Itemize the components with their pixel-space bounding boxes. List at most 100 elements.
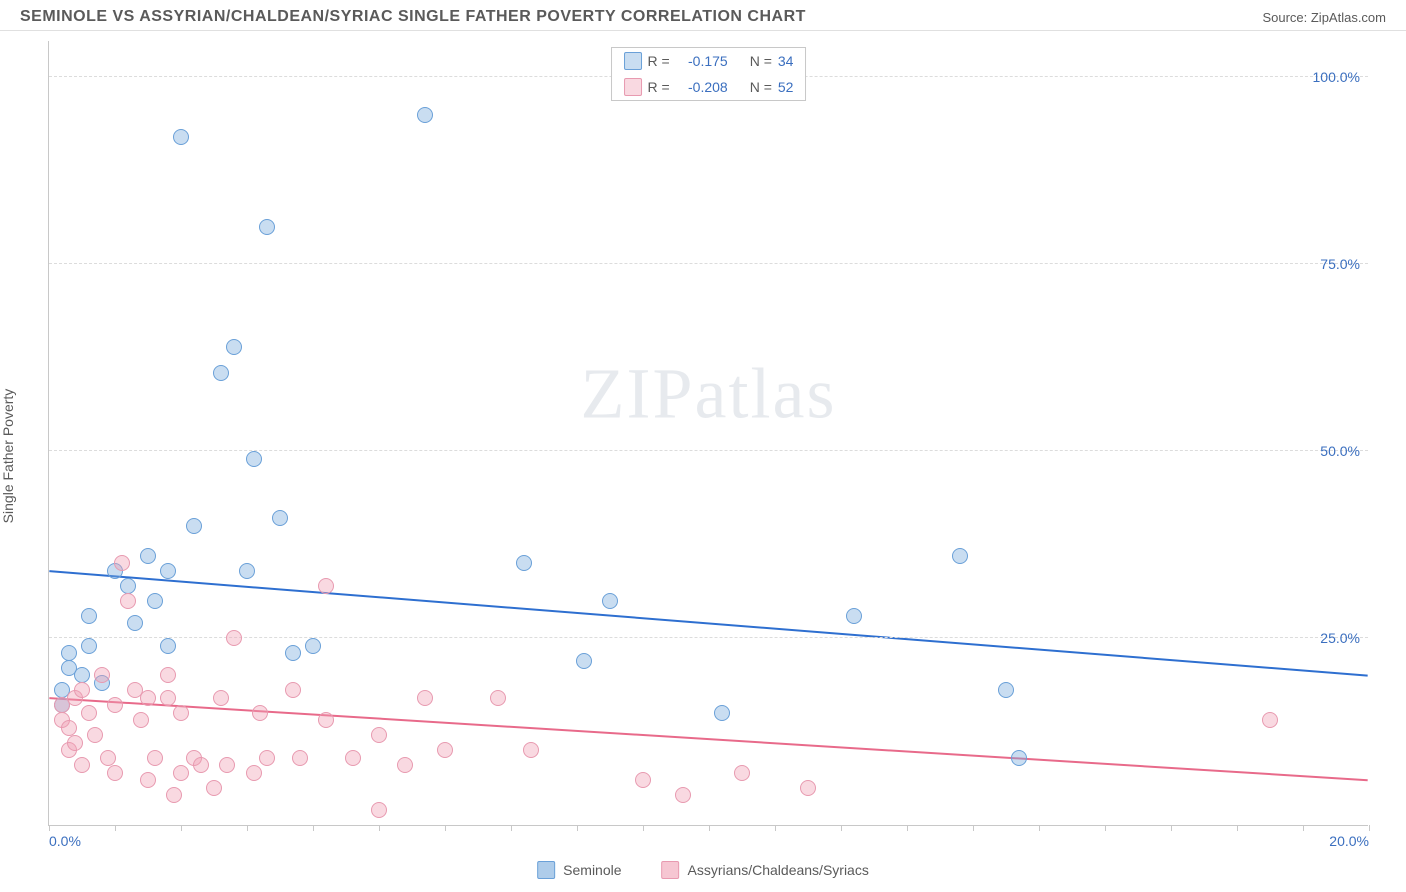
y-tick-label: 75.0% [1320, 256, 1360, 272]
x-tick [709, 825, 710, 831]
data-point-seminole [259, 219, 275, 235]
data-point-assyrian [800, 780, 816, 796]
legend-row-assyrian: R = -0.208 N = 52 [612, 74, 806, 100]
chart-container: Single Father Poverty ZIPatlas R = -0.17… [0, 31, 1406, 881]
data-point-seminole [160, 638, 176, 654]
data-point-seminole [127, 615, 143, 631]
data-point-assyrian [140, 690, 156, 706]
x-tick [1369, 825, 1370, 831]
data-point-seminole [74, 667, 90, 683]
legend-row-seminole: R = -0.175 N = 34 [612, 48, 806, 74]
data-point-assyrian [1262, 712, 1278, 728]
plot-area: ZIPatlas R = -0.175 N = 34 R = -0.208 N … [48, 41, 1368, 826]
data-point-assyrian [81, 705, 97, 721]
data-point-seminole [952, 548, 968, 564]
data-point-assyrian [345, 750, 361, 766]
data-point-assyrian [94, 667, 110, 683]
data-point-assyrian [61, 720, 77, 736]
data-point-assyrian [734, 765, 750, 781]
data-point-seminole [576, 653, 592, 669]
data-point-assyrian [107, 697, 123, 713]
gridline [49, 263, 1368, 264]
x-tick [313, 825, 314, 831]
x-tick [49, 825, 50, 831]
data-point-assyrian [219, 757, 235, 773]
swatch-seminole [624, 52, 642, 70]
x-tick [775, 825, 776, 831]
data-point-assyrian [107, 765, 123, 781]
data-point-seminole [140, 548, 156, 564]
data-point-seminole [516, 555, 532, 571]
x-tick [1039, 825, 1040, 831]
data-point-seminole [81, 638, 97, 654]
data-point-assyrian [87, 727, 103, 743]
data-point-assyrian [166, 787, 182, 803]
x-tick [379, 825, 380, 831]
data-point-seminole [239, 563, 255, 579]
data-point-seminole [998, 682, 1014, 698]
data-point-assyrian [114, 555, 130, 571]
x-tick [181, 825, 182, 831]
regression-line-seminole [49, 571, 1367, 676]
data-point-assyrian [160, 667, 176, 683]
x-tick [115, 825, 116, 831]
swatch-assyrian [662, 861, 680, 879]
data-point-assyrian [100, 750, 116, 766]
data-point-assyrian [213, 690, 229, 706]
chart-title: SEMINOLE VS ASSYRIAN/CHALDEAN/SYRIAC SIN… [20, 8, 806, 26]
data-point-assyrian [318, 578, 334, 594]
y-tick-label: 25.0% [1320, 630, 1360, 646]
data-point-assyrian [252, 705, 268, 721]
data-point-assyrian [523, 742, 539, 758]
data-point-seminole [846, 608, 862, 624]
x-tick [1105, 825, 1106, 831]
y-tick-label: 50.0% [1320, 443, 1360, 459]
x-tick [577, 825, 578, 831]
x-tick [1303, 825, 1304, 831]
gridline [49, 450, 1368, 451]
data-point-seminole [246, 451, 262, 467]
data-point-seminole [147, 593, 163, 609]
data-point-assyrian [490, 690, 506, 706]
data-point-assyrian [417, 690, 433, 706]
data-point-assyrian [318, 712, 334, 728]
x-tick [841, 825, 842, 831]
data-point-seminole [417, 107, 433, 123]
x-tick [445, 825, 446, 831]
data-point-seminole [602, 593, 618, 609]
data-point-assyrian [371, 802, 387, 818]
regression-lines [49, 41, 1368, 825]
data-point-seminole [714, 705, 730, 721]
data-point-seminole [81, 608, 97, 624]
x-tick [511, 825, 512, 831]
x-tick [643, 825, 644, 831]
data-point-assyrian [397, 757, 413, 773]
y-tick-label: 100.0% [1313, 69, 1360, 85]
x-tick-label: 0.0% [49, 833, 81, 849]
series-legend: Seminole Assyrians/Chaldeans/Syriacs [537, 861, 869, 879]
data-point-seminole [213, 365, 229, 381]
x-tick [973, 825, 974, 831]
data-point-seminole [1011, 750, 1027, 766]
data-point-seminole [305, 638, 321, 654]
source-attribution: Source: ZipAtlas.com [1262, 10, 1386, 25]
data-point-assyrian [67, 735, 83, 751]
data-point-assyrian [635, 772, 651, 788]
data-point-seminole [61, 645, 77, 661]
x-tick [1171, 825, 1172, 831]
data-point-assyrian [675, 787, 691, 803]
data-point-assyrian [147, 750, 163, 766]
data-point-assyrian [206, 780, 222, 796]
x-tick-label: 20.0% [1329, 833, 1369, 849]
data-point-assyrian [140, 772, 156, 788]
x-tick [907, 825, 908, 831]
data-point-assyrian [74, 757, 90, 773]
x-tick [247, 825, 248, 831]
data-point-assyrian [193, 757, 209, 773]
data-point-seminole [173, 129, 189, 145]
data-point-assyrian [371, 727, 387, 743]
data-point-assyrian [292, 750, 308, 766]
legend-item-assyrian: Assyrians/Chaldeans/Syriacs [662, 861, 869, 879]
data-point-assyrian [173, 765, 189, 781]
data-point-assyrian [259, 750, 275, 766]
